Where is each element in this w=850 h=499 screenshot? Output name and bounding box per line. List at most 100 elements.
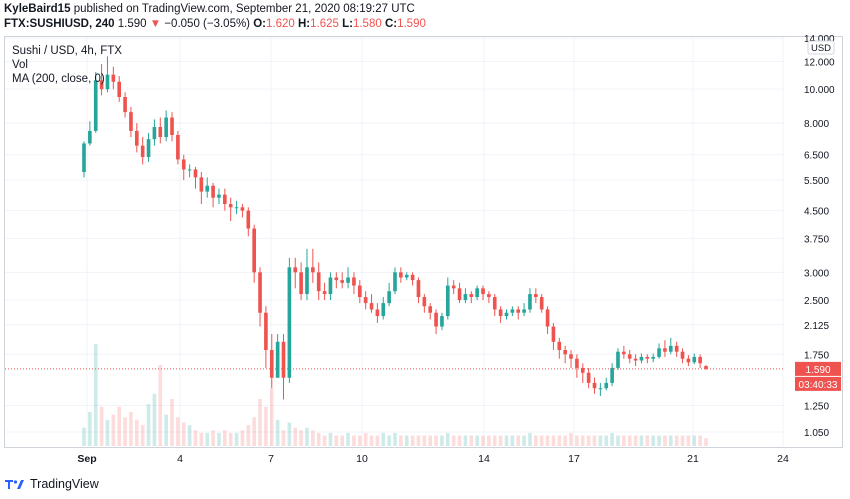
chart-frame [4, 36, 843, 448]
y-tick-label: 8.000 [804, 119, 829, 130]
countdown-label: 03:40:33 [799, 380, 838, 391]
volume-bar [539, 435, 544, 446]
y-tick-label: 3.750 [804, 234, 829, 245]
volume-bar [422, 435, 427, 446]
candle-body [275, 341, 280, 378]
candle-body [422, 297, 427, 307]
candle-body [410, 274, 415, 281]
currency-label: USD [811, 43, 831, 54]
volume-bar [357, 435, 362, 446]
legend-moving-average[interactable]: MA (200, close, 0) [12, 73, 105, 85]
volume-bar [692, 435, 697, 446]
legend-volume[interactable]: Vol [12, 59, 28, 71]
price-chart[interactable]: 14.000 12.000 10.000 8.000 6.500 5.500 4.500 3.… [0, 0, 850, 470]
candle-body [545, 309, 550, 327]
volume-bar [223, 430, 227, 446]
volume-bar [287, 422, 292, 446]
volume-bar [651, 435, 656, 446]
volume-bar [123, 417, 127, 446]
candle-body [387, 291, 391, 304]
candle-body [187, 169, 192, 171]
candle-body [668, 345, 673, 352]
candle-body [381, 303, 386, 317]
candle-body [316, 272, 321, 292]
volume-bar [275, 419, 280, 446]
volume-bar [528, 432, 532, 446]
candle-body [99, 80, 104, 90]
volume-bar [393, 432, 397, 446]
volume-bar [504, 435, 509, 446]
volume-bar [375, 435, 380, 446]
candle-body [616, 351, 620, 368]
volume-bar [704, 438, 708, 446]
candle-body [393, 272, 397, 292]
volume-bar [240, 430, 245, 446]
candle-body [105, 74, 110, 90]
x-tick-label: 4 [177, 453, 183, 465]
volume-bar [176, 417, 180, 446]
volume-bar [668, 435, 673, 446]
currency-badge [807, 40, 835, 55]
candle-body [539, 297, 544, 310]
close-label: C: [384, 18, 398, 30]
symbol-label: FTX:SUSHIUSD, 240 [4, 18, 115, 30]
volume-bar [140, 425, 145, 446]
volume-bar [680, 435, 685, 446]
volume-bar [686, 435, 691, 446]
y-tick-label: 14.000 [804, 34, 835, 45]
volume-bar [93, 344, 98, 446]
high-label: H: [297, 18, 311, 30]
volume-bar [170, 398, 174, 446]
volume-bar [604, 435, 609, 446]
volume-bar [146, 404, 151, 446]
candle-body [346, 277, 350, 283]
volume-bar [404, 435, 409, 446]
volume-bar [440, 435, 444, 446]
y-tick-label: 10.000 [804, 85, 835, 96]
volume-bar [545, 435, 550, 446]
low-value: 1.580 [352, 18, 382, 30]
candle-body [563, 350, 567, 355]
volume-bar [698, 435, 702, 446]
candle-body [680, 351, 685, 359]
legend-series[interactable]: Sushi / USD, 4h, FTX [12, 45, 122, 57]
candle-body [498, 309, 503, 317]
volume-bar [469, 435, 474, 446]
candle-body [569, 354, 573, 359]
ohlc-bar: FTX:SUSHIUSD, 240 1.590 ▼ −0.050 (−3.05%… [4, 18, 426, 30]
publisher-name[interactable]: KyleBaird15 [4, 3, 71, 15]
volume-bar [586, 435, 591, 446]
volume-bar [264, 406, 268, 446]
candle-body [211, 185, 215, 198]
volume-bar [674, 435, 679, 446]
volume-bar [211, 430, 215, 446]
candle-body [469, 294, 474, 298]
candle-body [592, 382, 597, 389]
candle-body [534, 294, 538, 298]
candle-body [228, 204, 233, 208]
candle-body [123, 96, 127, 113]
candle-body [639, 356, 644, 361]
volume-bar [322, 435, 327, 446]
price-change: −0.050 (−3.05%) [164, 18, 251, 30]
candle-body [176, 134, 180, 160]
candle-body [586, 372, 591, 383]
candle-body [516, 309, 521, 313]
volume-bar [399, 435, 403, 446]
candle-body [340, 280, 345, 283]
volume-bar [616, 435, 620, 446]
candle-body [281, 341, 286, 378]
candle-body [293, 267, 298, 273]
candle-body [234, 207, 239, 209]
volume-bar [551, 435, 556, 446]
volume-bar [663, 435, 667, 446]
down-arrow-icon: ▼ [149, 18, 162, 30]
candle-body [575, 358, 579, 368]
candle-body [692, 356, 697, 363]
footer-branding: TradingView [4, 477, 99, 491]
volume-bar [158, 364, 163, 446]
candle-body [287, 267, 292, 378]
candle-body [158, 126, 163, 138]
y-tick-label: 3.000 [804, 268, 829, 279]
tradingview-logo-icon [5, 480, 24, 489]
